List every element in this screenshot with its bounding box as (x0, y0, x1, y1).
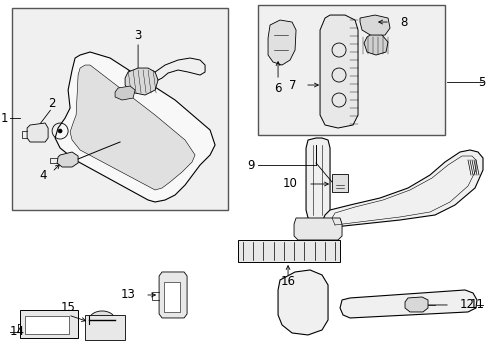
Text: 2: 2 (48, 96, 56, 109)
Text: 7: 7 (288, 78, 295, 91)
Bar (164, 282, 180, 312)
Ellipse shape (89, 311, 115, 329)
FancyBboxPatch shape (258, 5, 444, 135)
Polygon shape (57, 152, 78, 167)
Polygon shape (159, 272, 187, 318)
Polygon shape (319, 15, 357, 128)
Polygon shape (404, 297, 427, 312)
Text: 6: 6 (274, 81, 281, 95)
Bar (25, 316, 69, 334)
Polygon shape (339, 290, 476, 318)
Circle shape (58, 129, 62, 133)
Text: 1: 1 (0, 112, 8, 125)
Polygon shape (55, 52, 215, 202)
Text: 8: 8 (399, 15, 407, 28)
Polygon shape (278, 270, 327, 335)
Bar (20, 310, 78, 338)
Text: 3: 3 (134, 28, 142, 41)
Bar (238, 240, 339, 262)
Polygon shape (305, 138, 329, 222)
Text: 10: 10 (283, 177, 298, 190)
Polygon shape (70, 65, 195, 190)
Text: 14: 14 (10, 325, 25, 338)
Text: 13: 13 (120, 288, 135, 301)
Text: 16: 16 (280, 275, 295, 288)
Text: 15: 15 (61, 301, 75, 315)
Polygon shape (267, 20, 295, 65)
Polygon shape (363, 35, 387, 55)
Text: 12: 12 (459, 298, 474, 311)
Bar (85, 315, 125, 340)
FancyBboxPatch shape (12, 8, 227, 210)
Polygon shape (115, 86, 135, 100)
Text: 9: 9 (247, 158, 255, 171)
Polygon shape (293, 218, 341, 240)
Polygon shape (322, 150, 482, 228)
Bar (331, 174, 347, 192)
Text: 5: 5 (477, 76, 484, 89)
Text: 4: 4 (40, 168, 47, 181)
Polygon shape (359, 15, 389, 36)
Polygon shape (125, 68, 158, 95)
Text: 11: 11 (469, 298, 484, 311)
Polygon shape (27, 123, 48, 142)
